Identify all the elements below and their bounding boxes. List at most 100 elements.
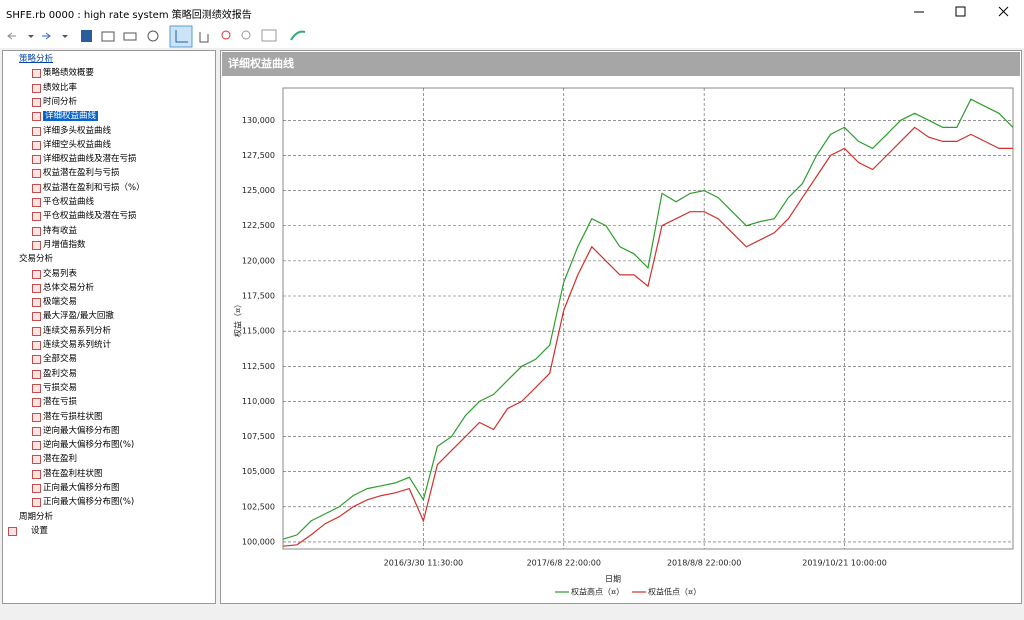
chart-panel: 详细权益曲线 100,000 102,500 105,000 107,500 110,0… xyxy=(220,50,1022,604)
tree-icon xyxy=(32,83,41,93)
title-bar: SHFE.rb 0000 : high rate system 策略回测绩效报告 xyxy=(0,0,1024,24)
tree-group-label: 周期分析 xyxy=(19,511,54,522)
legend-label: 权益低点（¤） xyxy=(648,587,701,597)
tree-icon xyxy=(32,212,41,222)
tree-item-label: 潜在亏损柱状图 xyxy=(43,411,103,422)
tree-icon xyxy=(32,426,41,436)
tree-item[interactable]: 潜在盈利 xyxy=(43,452,77,466)
tree-item[interactable]: 详细权益曲线 xyxy=(43,109,99,123)
tree-item-label: 权益潜在盈利和亏损（%） xyxy=(43,182,145,193)
window-controls[interactable] xyxy=(904,0,1024,24)
tree-item-label: 详细空头权益曲线 xyxy=(43,139,112,150)
tree-icon xyxy=(32,498,41,508)
y-tick-label: 110,000 xyxy=(242,397,275,406)
tree-item-label: 连续交易系列分析 xyxy=(43,325,112,336)
x-tick-label: 2017/6/8 22:00:00 xyxy=(527,559,601,568)
tree-item-label: 时间分析 xyxy=(43,96,78,107)
tree-group[interactable]: 周期分析 xyxy=(19,510,53,524)
y-tick-label: 102,500 xyxy=(242,502,275,511)
tree-item[interactable]: 交易列表 xyxy=(43,267,77,281)
tree-icon xyxy=(32,441,41,451)
tree-group[interactable]: 交易分析 xyxy=(19,252,53,266)
y-axis-label: 权益（¤） xyxy=(233,300,243,337)
tree-icon xyxy=(32,97,41,107)
tree-item[interactable]: 详细多头权益曲线 xyxy=(43,124,111,138)
y-tick-label: 127,500 xyxy=(242,151,275,160)
tree-icon xyxy=(32,112,41,122)
tree-icon xyxy=(32,155,41,165)
toolbar-icons[interactable] xyxy=(0,24,320,48)
tree-item-label: 逆向最大偏移分布图 xyxy=(43,425,120,436)
y-tick-label: 105,000 xyxy=(242,467,275,476)
tree-item-label: 潜在盈利柱状图 xyxy=(43,468,103,479)
tree-icon xyxy=(32,326,41,336)
tree-item[interactable]: 权益潜在盈利和亏损（%） xyxy=(43,181,145,195)
tree-item[interactable]: 时间分析 xyxy=(43,95,77,109)
tree-item-label: 亏损交易 xyxy=(43,382,78,393)
tree-icon xyxy=(32,484,41,493)
tree-item-label: 平仓权益曲线 xyxy=(43,197,95,207)
y-tick-label: 115,000 xyxy=(242,327,275,336)
tree-item-label: 详细多头权益曲线 xyxy=(43,125,112,136)
tree-item[interactable]: 逆向最大偏移分布图 xyxy=(43,424,120,438)
tree-icon xyxy=(32,240,41,250)
x-tick-label: 2018/8/8 22:00:00 xyxy=(667,559,741,568)
tree-item[interactable]: 总体交易分析 xyxy=(43,281,94,295)
tree-item[interactable]: 平仓权益曲线及潜在亏损 xyxy=(43,209,137,223)
tree-item-label: 月增值指数 xyxy=(43,239,86,250)
tree-item[interactable]: 极端交易 xyxy=(43,295,77,309)
legend-label: 权益高点（¤） xyxy=(571,587,624,597)
tree-item[interactable]: 正向最大偏移分布图 xyxy=(43,481,120,495)
tree-icon xyxy=(32,383,41,393)
tree-icon xyxy=(32,455,41,465)
tree-item[interactable]: 连续交易系列分析 xyxy=(43,324,111,338)
tree-item-label: 潜在盈利 xyxy=(43,454,78,465)
tree-item[interactable]: 潜在亏损 xyxy=(43,395,77,409)
tree-icon xyxy=(8,526,17,536)
tree-item-label: 详细权益曲线 xyxy=(43,111,99,122)
tree-item[interactable]: 权益潜在盈利与亏损 xyxy=(43,166,120,180)
tree-item[interactable]: 连续交易系列统计 xyxy=(43,338,111,352)
tree-item[interactable]: 详细空头权益曲线 xyxy=(43,138,111,152)
tree-icon xyxy=(32,398,41,408)
tree-item-label: 详细权益曲线及潜在亏损 xyxy=(43,154,137,165)
tree-group[interactable]: 策略分析 xyxy=(19,52,53,66)
y-tick-label: 100,000 xyxy=(242,537,275,546)
panel-title: 详细权益曲线 xyxy=(222,52,1020,76)
tree-item[interactable]: 详细权益曲线及潜在亏损 xyxy=(43,152,137,166)
y-tick-label: 117,500 xyxy=(242,292,275,301)
series-line xyxy=(282,126,1013,547)
tree-item[interactable]: 逆向最大偏移分布图(%) xyxy=(43,438,134,452)
tree-item[interactable]: 持有收益 xyxy=(43,224,77,238)
tree-item[interactable]: 月增值指数 xyxy=(43,238,86,252)
tree-item[interactable]: 潜在盈利柱状图 xyxy=(43,467,103,481)
tree-icon xyxy=(32,126,41,136)
tree-item-label: 平仓权益曲线及潜在亏损 xyxy=(43,211,137,222)
tree-icon xyxy=(32,312,41,322)
y-tick-label: 122,500 xyxy=(242,221,275,230)
tree-icon xyxy=(32,169,41,179)
tree-item[interactable]: 盈利交易 xyxy=(43,367,77,381)
x-tick-label: 2019/10/21 10:00:00 xyxy=(802,559,887,568)
y-tick-label: 112,500 xyxy=(242,362,275,371)
plot-area xyxy=(282,87,1014,550)
tree-item[interactable]: 策略绩效概要 xyxy=(43,66,94,80)
tree-item[interactable]: 最大浮盈/最大回撤 xyxy=(43,309,114,323)
tree-icon xyxy=(32,183,41,193)
tree-item[interactable]: 平仓权益曲线 xyxy=(43,195,94,209)
tree-item[interactable]: 绩效比率 xyxy=(43,81,77,95)
tree-item-label: 权益潜在盈利与亏损 xyxy=(43,168,120,179)
tree-item[interactable]: 正向最大偏移分布图(%) xyxy=(43,495,134,509)
toolbar xyxy=(0,24,1024,48)
tree-group[interactable]: 设置 xyxy=(31,524,48,538)
tree-icon xyxy=(32,226,41,236)
tree-item-label: 潜在亏损 xyxy=(43,397,78,408)
tree-item-label: 逆向最大偏移分布图(%) xyxy=(43,440,135,451)
tree-icon xyxy=(32,412,41,422)
tree-icon xyxy=(32,198,41,207)
y-tick-label: 130,000 xyxy=(242,116,275,125)
tree-item[interactable]: 潜在亏损柱状图 xyxy=(43,410,103,424)
tree-item[interactable]: 全部交易 xyxy=(43,352,77,366)
tree-item[interactable]: 亏损交易 xyxy=(43,381,77,395)
series-line xyxy=(282,98,1014,540)
